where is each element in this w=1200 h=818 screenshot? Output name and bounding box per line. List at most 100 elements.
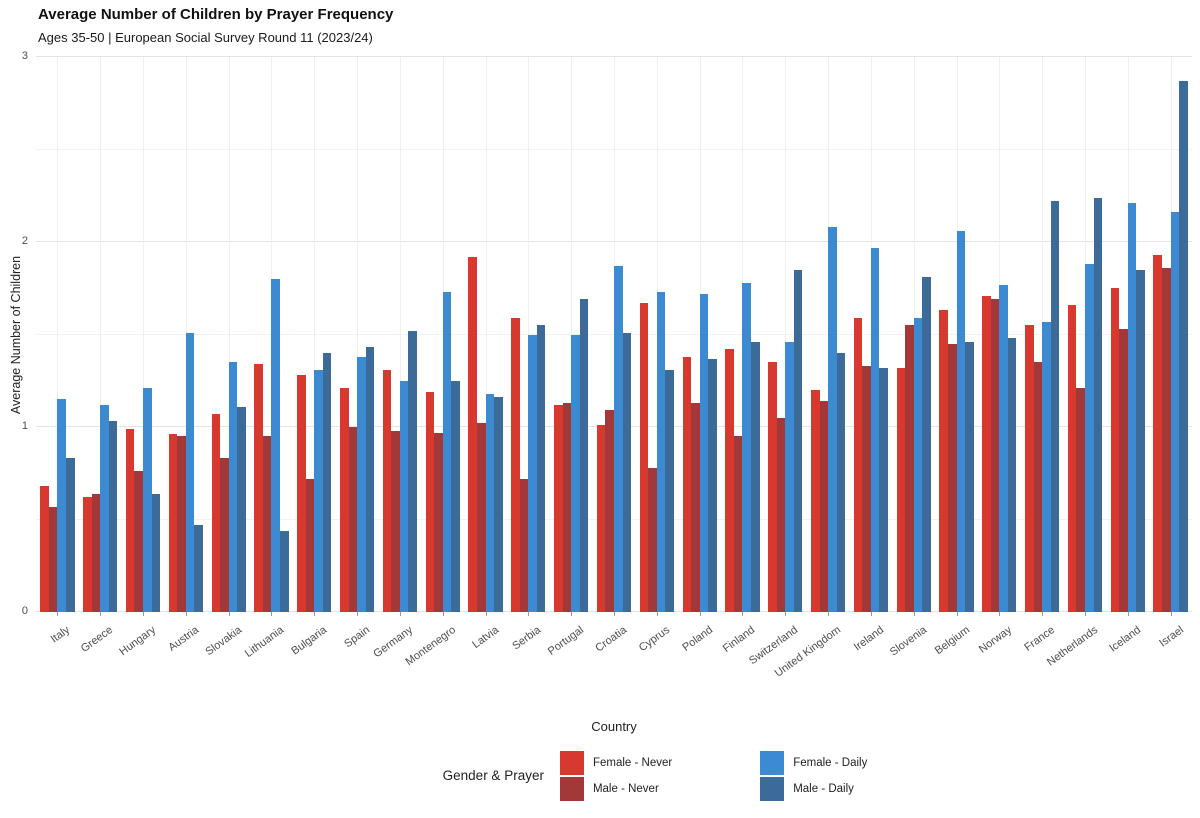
- x-tick-mark: [399, 612, 401, 616]
- bar: [151, 493, 161, 612]
- bar: [725, 349, 734, 612]
- bar: [177, 436, 186, 612]
- legend-title: Gender & Prayer: [442, 768, 544, 783]
- bar: [1162, 267, 1171, 612]
- x-tick-mark: [442, 612, 444, 616]
- bar: [168, 434, 178, 612]
- x-tick-label: Austria: [166, 624, 201, 654]
- bar: [536, 325, 546, 612]
- bar: [528, 334, 537, 612]
- bar: [853, 317, 863, 612]
- bar: [262, 436, 272, 612]
- x-tick-label: Italy: [49, 624, 73, 646]
- bar: [434, 432, 443, 612]
- legend-swatch-icon: [559, 776, 584, 801]
- bar: [965, 341, 974, 612]
- x-tick-label: Iceland: [1107, 624, 1143, 655]
- x-gridline: [314, 57, 316, 612]
- x-tick-label: Slovakia: [203, 624, 244, 659]
- x-tick-mark: [742, 612, 744, 616]
- x-tick-label: Norway: [977, 624, 1015, 656]
- bar: [639, 303, 649, 612]
- bar: [836, 353, 846, 612]
- bar: [742, 282, 751, 612]
- x-tick-mark: [143, 612, 145, 616]
- x-tick-label: Finland: [721, 624, 758, 655]
- bar: [922, 277, 931, 612]
- bar: [665, 369, 674, 612]
- bar: [1110, 288, 1120, 612]
- bar: [425, 391, 435, 612]
- bar: [442, 291, 452, 612]
- bar: [785, 341, 794, 612]
- bar: [810, 390, 820, 612]
- bar: [1093, 197, 1103, 612]
- y-tick-label: 0: [21, 605, 28, 617]
- x-tick-label: Poland: [679, 624, 715, 654]
- bar: [554, 404, 563, 612]
- bar: [254, 364, 263, 612]
- legend: Gender & Prayer Female - Never Male - Nev…: [0, 750, 1200, 801]
- bar: [1076, 388, 1085, 612]
- legend-swatch-icon: [559, 750, 584, 775]
- bar: [879, 367, 888, 612]
- bar: [819, 401, 829, 612]
- bar: [982, 295, 991, 612]
- bar: [596, 425, 606, 612]
- x-tick-label: Portugal: [546, 624, 587, 658]
- bar: [1067, 304, 1077, 612]
- bar: [870, 247, 880, 612]
- x-tick-label: Cyprus: [636, 624, 672, 655]
- bar: [793, 269, 803, 612]
- x-tick-mark: [228, 612, 230, 616]
- x-tick-label: Ireland: [851, 624, 886, 654]
- legend-item: Male - Daily: [760, 776, 867, 801]
- x-tick-label: Spain: [342, 624, 373, 651]
- x-gridline: [100, 57, 102, 612]
- x-tick-mark: [314, 612, 316, 616]
- bar: [83, 497, 92, 612]
- x-tick-label: Serbia: [510, 624, 544, 653]
- bar: [1136, 269, 1145, 612]
- x-tick-mark: [485, 612, 487, 616]
- bar: [228, 362, 238, 612]
- x-tick-mark: [271, 612, 273, 616]
- bar: [237, 406, 246, 612]
- x-tick-mark: [956, 612, 958, 616]
- bar: [648, 467, 657, 612]
- x-tick-mark: [1042, 612, 1044, 616]
- x-tick-label: Slovenia: [887, 624, 929, 659]
- legend-item-label: Male - Never: [592, 782, 659, 795]
- bar: [1170, 212, 1180, 612]
- x-tick-mark: [699, 612, 701, 616]
- bar: [40, 486, 49, 612]
- bar: [108, 421, 118, 612]
- y-gridline-major: [36, 56, 1192, 57]
- chart-subtitle: Ages 35-50 | European Social Survey Roun…: [38, 30, 373, 45]
- y-tick-label: 1: [21, 420, 28, 432]
- x-tick-mark: [1170, 612, 1172, 616]
- bar: [91, 493, 101, 612]
- x-gridline: [228, 57, 230, 612]
- bar: [1050, 201, 1060, 612]
- bar: [913, 317, 923, 612]
- bar: [322, 353, 332, 612]
- x-tick-mark: [571, 612, 573, 616]
- legend-item-label: Female - Daily: [793, 756, 868, 769]
- y-axis-title: Average Number of Children: [9, 255, 23, 415]
- legend-item: Female - Daily: [760, 750, 867, 775]
- bar: [708, 358, 717, 612]
- x-tick-mark: [828, 612, 830, 616]
- y-tick-label: 2: [21, 235, 28, 247]
- bar: [699, 293, 709, 612]
- x-gridline: [785, 57, 787, 612]
- bar: [494, 397, 503, 612]
- bar: [682, 356, 692, 612]
- legend-item: Female - Never: [559, 750, 672, 775]
- bar: [1007, 338, 1017, 612]
- bar: [691, 402, 700, 612]
- x-tick-mark: [57, 612, 59, 616]
- x-tick-mark: [100, 612, 102, 616]
- y-tick-label: 3: [21, 50, 28, 62]
- bar: [939, 310, 948, 612]
